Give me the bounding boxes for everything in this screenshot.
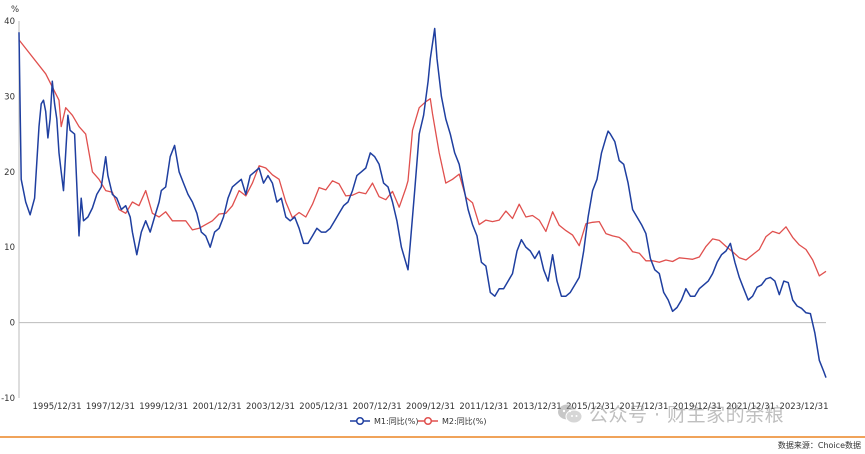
x-axis-tick-labels: 1995/12/31 1997/12/31 1999/12/31 2001/12/31… [33, 402, 829, 412]
x-tick-label: 2005/12/31 [299, 402, 348, 412]
chart: % 40 30 20 10 0 -10 1995/12/31 1997/12/31 1999/… [1, 5, 829, 426]
legend-label: M2:同比(%) [442, 416, 487, 426]
x-tick-label: 2011/12/31 [459, 402, 508, 412]
series-line-m1 [18, 27, 827, 378]
watermark: 公众号 · 财主家的余粮 [557, 400, 784, 427]
y-tick-label: 0 [10, 319, 15, 329]
legend-item-m1[interactable]: M1:同比(%) [350, 416, 419, 426]
wechat-icon [558, 404, 583, 423]
legend[interactable]: M1:同比(%) M2:同比(%) [350, 416, 487, 426]
y-tick-label: -10 [1, 394, 15, 404]
x-tick-label: 2003/12/31 [246, 402, 295, 412]
legend-marker [355, 416, 365, 426]
legend-marker [423, 416, 433, 426]
x-tick-label: 2021/12/31 [726, 402, 775, 412]
x-tick-label: 2019/12/31 [673, 402, 722, 412]
y-tick-label: 20 [4, 168, 15, 178]
y-tick-label: 10 [4, 243, 15, 253]
x-tick-label: 2015/12/31 [566, 402, 615, 412]
x-tick-label: 1995/12/31 [33, 402, 82, 412]
y-axis-tick-labels: 40 30 20 10 0 -10 [1, 17, 15, 404]
x-tick-label: 2017/12/31 [619, 402, 668, 412]
watermark-text: 公众号 · 财主家的余粮 [589, 404, 785, 426]
y-tick-label: 40 [4, 17, 15, 27]
x-tick-label: 2023/12/31 [779, 402, 828, 412]
x-tick-label: 2009/12/31 [406, 402, 455, 412]
legend-label: M1:同比(%) [374, 416, 419, 426]
data-source-note: 数据来源：Choice数据 [777, 441, 861, 450]
x-tick-label: 2001/12/31 [193, 402, 242, 412]
x-tick-label: 2007/12/31 [353, 402, 402, 412]
bottom-divider [0, 436, 865, 438]
series-line-m2 [18, 39, 827, 277]
legend-item-m2[interactable]: M2:同比(%) [418, 416, 487, 426]
x-tick-label: 1999/12/31 [139, 402, 188, 412]
y-tick-label: 30 [4, 92, 15, 102]
series-layer [18, 27, 827, 378]
x-tick-label: 2013/12/31 [513, 402, 562, 412]
x-tick-label: 1997/12/31 [86, 402, 135, 412]
y-axis-unit-label: % [11, 5, 19, 15]
